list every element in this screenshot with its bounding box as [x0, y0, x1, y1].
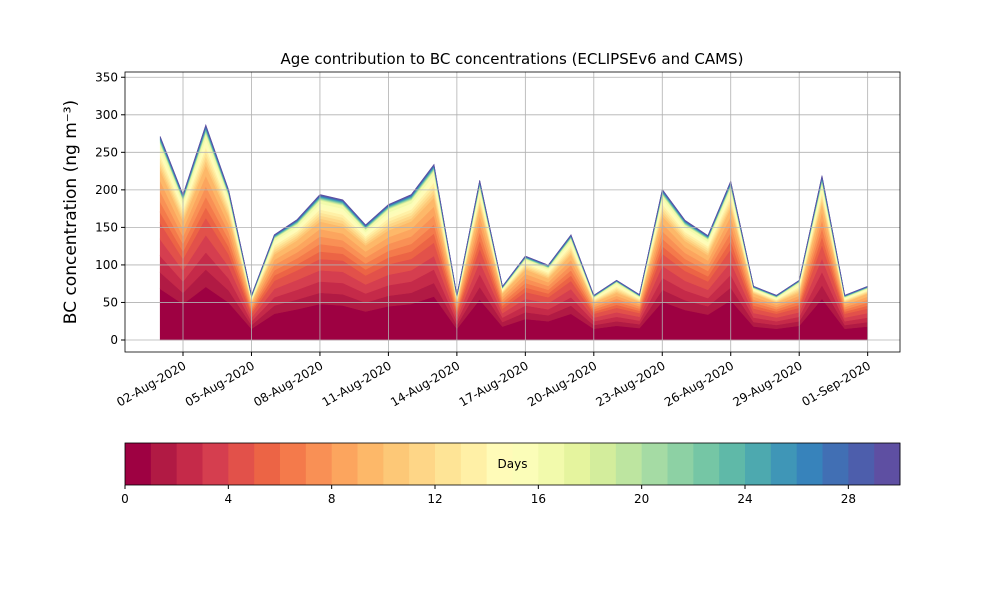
colorbar-segment: [615, 443, 643, 485]
x-tick-label: 23-Aug-2020: [594, 358, 668, 409]
colorbar-tick-label: 24: [737, 492, 752, 506]
colorbar-tick-label: 28: [841, 492, 856, 506]
y-tick-label: 250: [95, 145, 118, 159]
colorbar-segment: [228, 443, 255, 485]
colorbar-label: Days: [498, 457, 528, 471]
colorbar-segment: [667, 443, 694, 485]
colorbar-segment: [590, 443, 617, 485]
colorbar-tick-label: 4: [225, 492, 233, 506]
colorbar-segment: [305, 443, 333, 485]
x-tick-label: 29-Aug-2020: [730, 358, 804, 409]
plot-frame: [124, 71, 901, 353]
colorbar-tick-label: 8: [328, 492, 336, 506]
colorbar-segment: [693, 443, 720, 485]
colorbar-tick-label: 12: [427, 492, 442, 506]
y-axis-label: BC concentration (ng m⁻³): [61, 100, 81, 324]
colorbar-segment: [538, 443, 565, 485]
y-tick-label: 150: [95, 220, 118, 234]
colorbar-frame: [124, 442, 901, 486]
colorbar-segment: [331, 443, 358, 485]
chart-title: Age contribution to BC concentrations (E…: [281, 50, 744, 68]
colorbar-segment: [848, 443, 875, 485]
colorbar-tick-label: 20: [634, 492, 649, 506]
colorbar-segment: [745, 443, 772, 485]
colorbar-segment: [512, 443, 539, 485]
x-tick-label: 08-Aug-2020: [251, 358, 325, 409]
x-tick-label: 17-Aug-2020: [457, 358, 531, 409]
x-tick-label: 01-Sep-2020: [799, 358, 873, 409]
colorbar-segment: [719, 443, 746, 485]
colorbar-segment: [383, 443, 410, 485]
colorbar-segment: [202, 443, 229, 485]
colorbar-segment: [125, 443, 152, 485]
y-tick-label: 200: [95, 183, 118, 197]
colorbar-segment: [486, 443, 513, 485]
colorbar-segment: [796, 443, 823, 485]
colorbar-segment: [254, 443, 281, 485]
colorbar-segment: [564, 443, 591, 485]
colorbar-segment: [357, 443, 384, 485]
colorbar-segment: [150, 443, 178, 485]
colorbar-segment: [641, 443, 668, 485]
colorbar-segment: [280, 443, 307, 485]
colorbar-tick-label: 0: [121, 492, 129, 506]
colorbar-segment: [435, 443, 462, 485]
colorbar-segment: [460, 443, 488, 485]
x-tick-label: 26-Aug-2020: [662, 358, 736, 409]
y-tick-label: 0: [110, 333, 118, 347]
y-tick-label: 100: [95, 258, 118, 272]
x-tick-label: 20-Aug-2020: [525, 358, 599, 409]
x-tick-label: 02-Aug-2020: [114, 358, 188, 409]
colorbar-segment: [822, 443, 849, 485]
colorbar-segment: [176, 443, 203, 485]
x-tick-label: 11-Aug-2020: [320, 358, 394, 409]
colorbar-segment: [409, 443, 436, 485]
colorbar-segment: [770, 443, 798, 485]
colorbar-segment: [874, 443, 901, 485]
y-tick-label: 50: [103, 295, 118, 309]
y-tick-label: 350: [95, 70, 118, 84]
x-tick-label: 05-Aug-2020: [183, 358, 257, 409]
y-tick-label: 300: [95, 108, 118, 122]
x-tick-label: 14-Aug-2020: [388, 358, 462, 409]
colorbar-tick-label: 16: [531, 492, 546, 506]
